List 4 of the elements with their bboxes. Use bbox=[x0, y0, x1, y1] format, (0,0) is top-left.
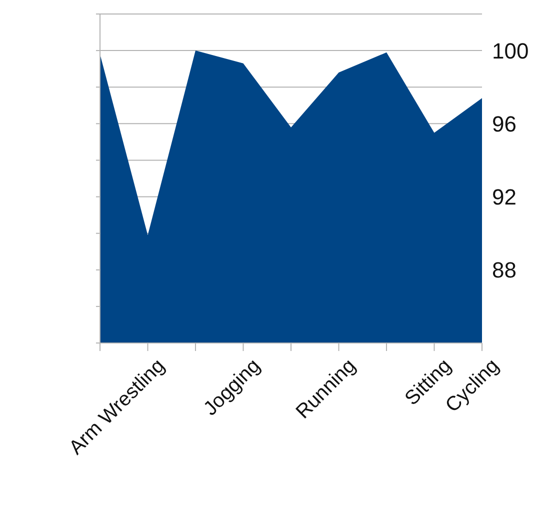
y-tick-label: 92 bbox=[492, 184, 516, 210]
y-tick-label: 88 bbox=[492, 258, 516, 283]
y-tick-label: 100 bbox=[492, 38, 529, 64]
y-tick-label: 96 bbox=[492, 111, 516, 136]
